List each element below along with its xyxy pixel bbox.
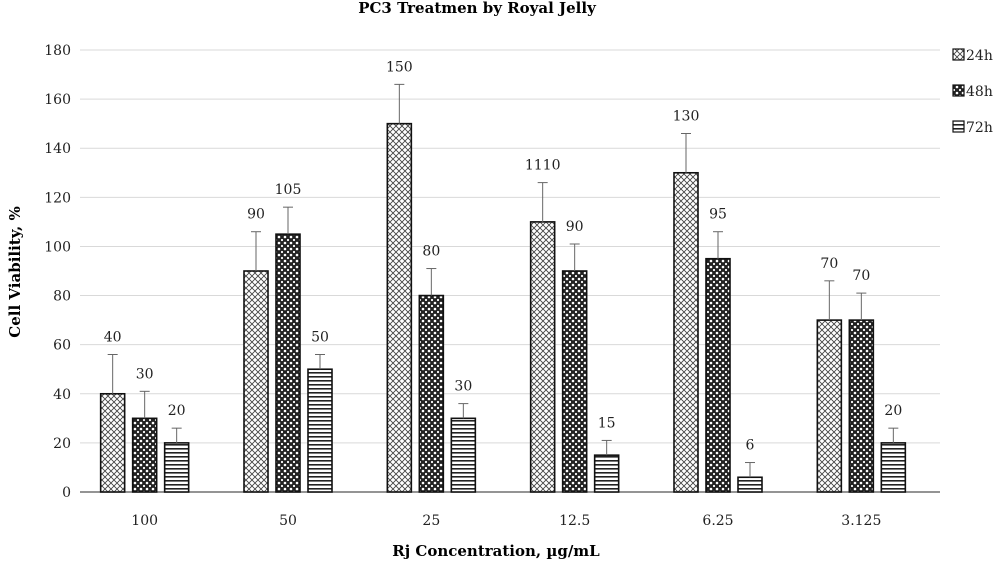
legend-label: 72h [966, 120, 993, 136]
data-label: 40 [104, 329, 122, 345]
y-tick-label: 160 [44, 92, 71, 108]
x-axis-ticks: 100 50 25 12.5 6.25 3.125 [131, 513, 881, 529]
legend-swatch [952, 120, 965, 133]
y-tick-label: 40 [53, 387, 71, 403]
bar [593, 454, 620, 493]
data-label: 130 [673, 108, 700, 124]
x-tick-label: 3.125 [841, 513, 881, 529]
x-tick-label: 12.5 [559, 513, 590, 529]
y-tick-label: 60 [53, 338, 71, 354]
data-label: 90 [247, 207, 265, 223]
bar [737, 476, 763, 493]
gridlines [80, 49, 940, 493]
bar [131, 417, 158, 493]
bar [561, 270, 588, 493]
y-tick-label: 120 [44, 190, 71, 206]
bar [386, 122, 413, 493]
data-label: 1110 [525, 158, 561, 174]
data-label: 6 [746, 438, 755, 454]
y-tick-label: 180 [44, 43, 71, 59]
bar [275, 233, 301, 493]
data-label: 20 [884, 403, 902, 419]
x-tick-label: 100 [131, 513, 158, 529]
y-tick-label: 100 [44, 239, 71, 255]
bar [450, 417, 477, 493]
legend-swatch [952, 48, 965, 61]
bar [529, 221, 556, 493]
bar [880, 442, 907, 493]
bar [163, 442, 190, 493]
data-label: 70 [852, 268, 870, 284]
bar [673, 171, 699, 493]
legend-swatch [952, 84, 965, 97]
chart-title: PC3 Treatmen by Royal Jelly [358, 0, 597, 17]
bar [705, 257, 731, 493]
x-tick-label: 50 [279, 513, 297, 529]
data-label: 150 [386, 59, 413, 75]
data-label: 50 [311, 329, 329, 345]
bar [816, 319, 843, 493]
data-label: 30 [136, 366, 154, 382]
bars: 40 30 20 90 105 50 150 80 30 1110 90 15 130 95 6 70 70 20 [99, 59, 907, 493]
data-label: 70 [820, 256, 838, 272]
data-label: 90 [566, 219, 584, 235]
y-tick-label: 20 [53, 436, 71, 452]
bar [243, 270, 269, 493]
bar [418, 294, 445, 493]
data-label: 20 [168, 403, 186, 419]
data-label: 105 [275, 182, 302, 198]
data-label: 80 [422, 244, 440, 260]
data-label: 95 [709, 207, 727, 223]
y-tick-label: 140 [44, 141, 71, 157]
y-axis-ticks: 0 20 40 60 80 100 120 140 160 180 [44, 43, 71, 501]
bar [848, 319, 875, 493]
y-tick-label: 80 [53, 289, 71, 305]
bar [99, 392, 126, 493]
x-tick-label: 25 [422, 513, 440, 529]
x-tick-label: 6.25 [702, 513, 733, 529]
y-tick-label: 0 [62, 485, 71, 501]
data-label: 15 [598, 415, 616, 431]
legend-label: 48h [966, 84, 993, 100]
legend: 24h 48h 72h [952, 48, 993, 136]
data-label: 30 [454, 379, 472, 395]
bar [307, 368, 333, 493]
x-axis-title: Rj Concentration, µg/mL [392, 542, 600, 560]
legend-label: 24h [966, 48, 993, 64]
y-axis-title: Cell Viability, % [6, 206, 24, 337]
